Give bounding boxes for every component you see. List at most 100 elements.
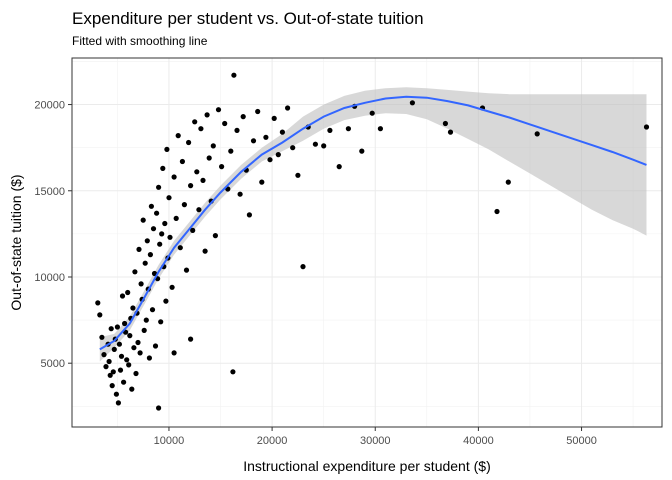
data-point	[162, 220, 168, 227]
data-point	[196, 207, 202, 213]
data-point	[137, 350, 143, 356]
data-point	[267, 157, 273, 163]
data-point	[228, 148, 234, 154]
data-point	[409, 100, 415, 106]
data-point	[259, 179, 265, 185]
data-point	[188, 183, 194, 189]
x-tick-label: 20000	[257, 435, 288, 447]
data-point	[110, 369, 116, 375]
data-point	[494, 208, 500, 215]
data-point	[188, 336, 194, 342]
smooth-line-layer	[99, 95, 647, 351]
y-axis-title: Out-of-state tuition ($)	[8, 174, 24, 310]
data-point	[122, 320, 128, 327]
data-point	[171, 174, 177, 180]
data-point	[219, 164, 225, 170]
data-point	[210, 143, 216, 149]
data-point	[152, 343, 159, 349]
data-point	[200, 177, 206, 183]
data-point	[442, 120, 448, 127]
data-point	[279, 129, 285, 135]
confidence-band-layer	[99, 87, 647, 362]
data-point	[124, 357, 130, 363]
data-point	[117, 367, 124, 373]
data-point	[186, 139, 192, 146]
data-point	[101, 352, 107, 358]
data-point	[113, 391, 119, 397]
data-point	[263, 134, 269, 140]
x-tick-label: 10000	[154, 435, 185, 447]
y-tick-label: 10000	[34, 272, 65, 284]
data-point	[206, 155, 212, 161]
data-point	[505, 179, 511, 185]
data-point	[190, 227, 196, 233]
data-point	[177, 245, 183, 251]
data-point	[143, 317, 149, 323]
data-point	[192, 119, 198, 125]
data-point	[108, 326, 114, 332]
data-point	[237, 191, 243, 197]
data-point	[119, 293, 126, 299]
data-point	[321, 143, 327, 149]
data-point	[159, 231, 165, 237]
data-point	[166, 195, 172, 201]
data-point	[198, 126, 204, 132]
data-point	[534, 131, 540, 137]
data-point	[194, 169, 200, 175]
data-point	[146, 355, 152, 361]
data-point	[140, 217, 146, 223]
data-point	[130, 305, 136, 311]
x-axis-title: Instructional expenditure per student ($…	[243, 458, 490, 474]
y-axis-ticks: 5000 10000 15000 20000	[34, 100, 72, 370]
data-point	[169, 284, 175, 290]
smooth-line	[99, 95, 647, 351]
data-point	[129, 386, 135, 392]
data-point	[107, 372, 113, 378]
data-point	[111, 346, 117, 352]
data-point	[234, 127, 240, 133]
data-point	[167, 234, 173, 240]
data-point	[109, 383, 115, 389]
data-point	[202, 248, 208, 254]
data-point	[173, 215, 179, 221]
data-point	[181, 202, 187, 208]
y-tick-label: 15000	[34, 186, 65, 198]
data-point	[142, 260, 148, 266]
data-point	[148, 203, 154, 209]
data-point	[131, 345, 137, 351]
data-point	[222, 120, 228, 127]
data-point	[135, 339, 141, 346]
data-point	[136, 246, 142, 252]
y-tick-label: 20000	[34, 100, 65, 112]
data-point	[327, 127, 333, 133]
data-point	[285, 105, 291, 111]
data-point	[138, 281, 144, 287]
data-point	[215, 107, 222, 113]
data-point	[116, 341, 122, 347]
data-point	[271, 115, 277, 121]
data-point	[240, 114, 246, 120]
x-axis-ticks: 10000 20000 30000 40000 50000	[154, 427, 597, 447]
data-point	[150, 226, 157, 232]
data-point	[183, 267, 190, 273]
data-point	[118, 353, 125, 359]
data-point	[255, 108, 261, 115]
data-point	[377, 126, 383, 132]
data-point	[147, 252, 153, 258]
data-point	[312, 141, 318, 147]
data-point	[156, 405, 162, 411]
data-point	[144, 238, 150, 244]
data-point	[99, 334, 105, 340]
data-point	[231, 72, 237, 78]
panel-border	[71, 57, 663, 428]
data-point	[154, 210, 160, 216]
data-point	[126, 362, 132, 368]
x-tick-label: 40000	[463, 435, 494, 447]
confidence-band	[99, 87, 647, 362]
data-point	[336, 164, 342, 170]
data-point	[212, 233, 218, 239]
data-point	[158, 319, 164, 325]
data-point	[250, 138, 257, 144]
data-point	[345, 126, 351, 132]
data-point	[359, 148, 365, 154]
